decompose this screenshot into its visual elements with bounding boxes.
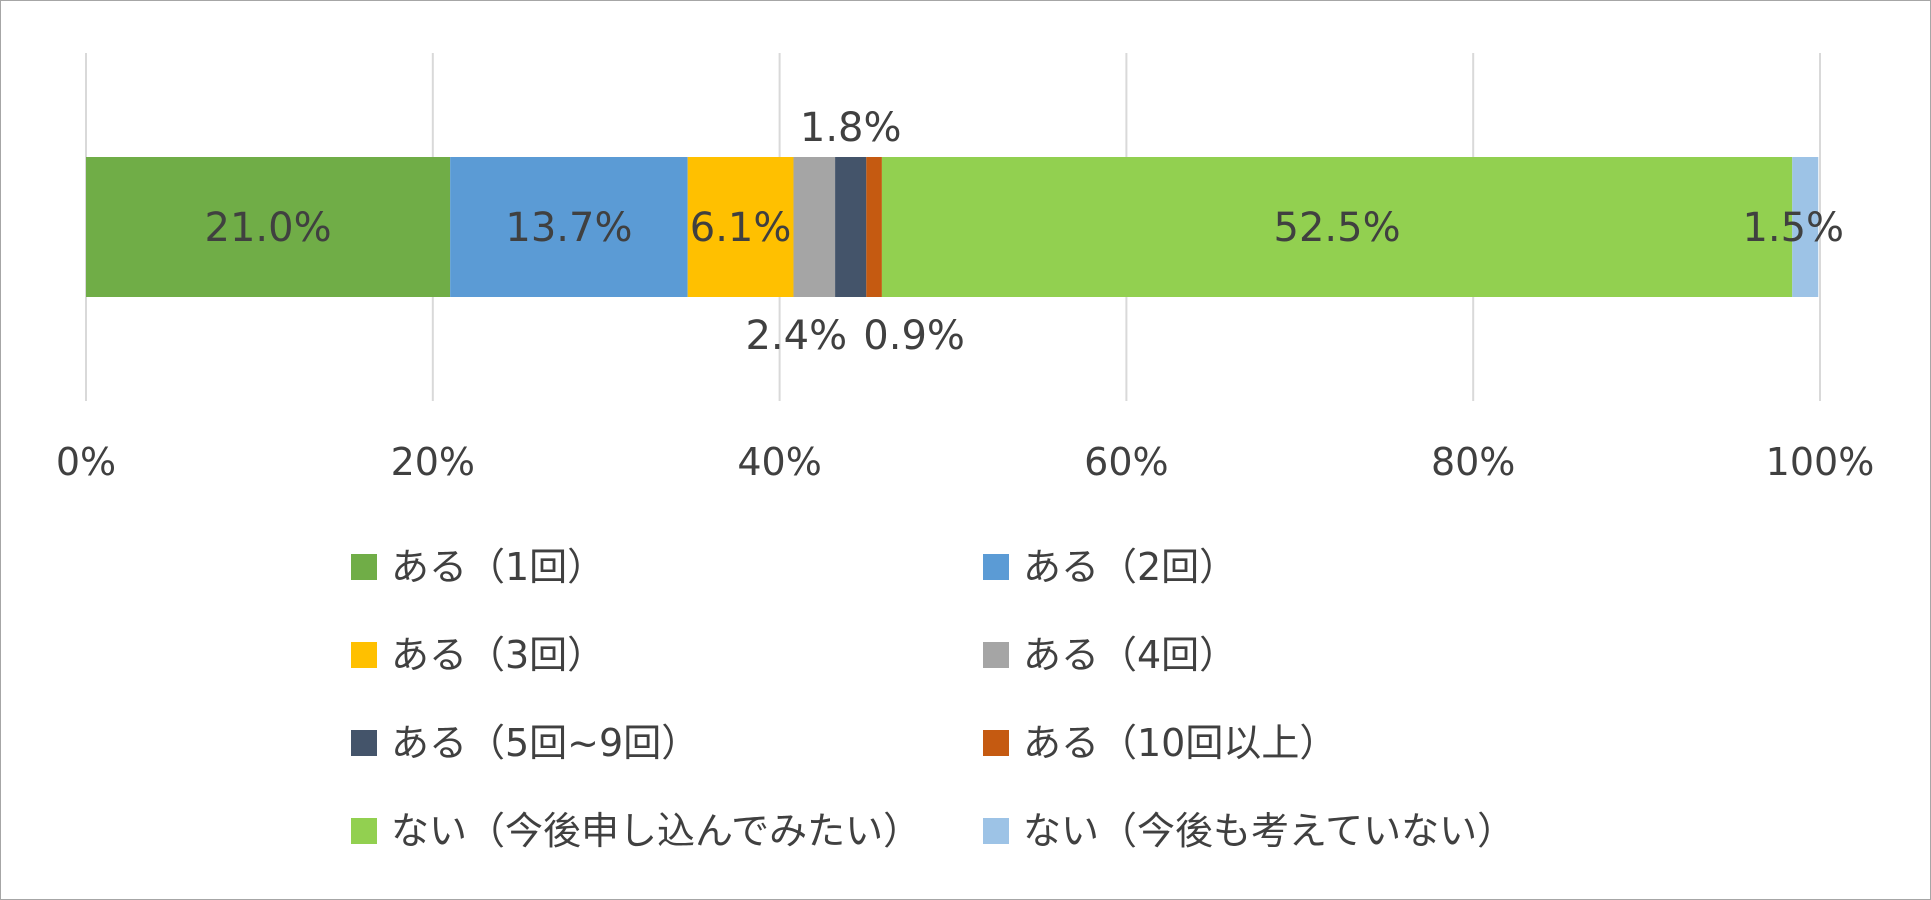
bar-segment [687,157,794,297]
legend-label: ある（10回以上） [1023,721,1337,765]
bar-segment [881,157,1793,297]
data-label: 13.7% [505,205,632,251]
bar-segment [793,157,836,297]
legend-swatch [983,818,1009,844]
data-label: 1.8% [800,105,902,151]
data-label: 21.0% [205,205,332,251]
bar-segment [866,157,882,297]
legend-label: ない（今後も考えていない） [1023,809,1515,853]
data-label: 1.5% [1742,205,1844,251]
legend-swatch [983,642,1009,668]
bar-segment [450,157,688,297]
bar-segment [1792,157,1819,297]
data-label: 2.4% [745,313,847,359]
legend-swatch [983,554,1009,580]
legend-swatch [983,730,1009,756]
bar-segment [835,157,867,297]
bar-segment [86,157,451,297]
legend-label: ない（今後申し込んでみたい） [391,809,921,853]
legend-swatch [351,730,377,756]
legend-label: ある（1回） [391,545,605,589]
x-axis-ticks: 0% 20% 40% 60% 80% 100% [56,440,1874,484]
legend-label: ある（5回~9回） [391,721,699,765]
x-tick-label: 0% [56,440,116,484]
legend-label: ある（2回） [1023,545,1237,589]
x-tick-label: 40% [737,440,821,484]
data-labels: 21.0% 13.7% 6.1% 2.4% 1.8% 0.9% 52.5% 1.5% [205,105,1845,359]
x-tick-label: 100% [1766,440,1875,484]
x-tick-label: 80% [1431,440,1515,484]
data-label: 6.1% [690,205,792,251]
bar-segments [86,157,1819,297]
legend-swatch [351,818,377,844]
x-tick-label: 20% [391,440,475,484]
legend-swatch [351,554,377,580]
legend-label: ある（3回） [391,633,605,677]
x-tick-label: 60% [1084,440,1168,484]
legend-swatch [351,642,377,668]
legend: ある（1回） ある（2回） ある（3回） ある（4回） ある（5回~9回） ある（10回以… [351,545,1515,853]
data-label: 52.5% [1274,205,1401,251]
data-label: 0.9% [863,313,965,359]
legend-label: ある（4回） [1023,633,1237,677]
